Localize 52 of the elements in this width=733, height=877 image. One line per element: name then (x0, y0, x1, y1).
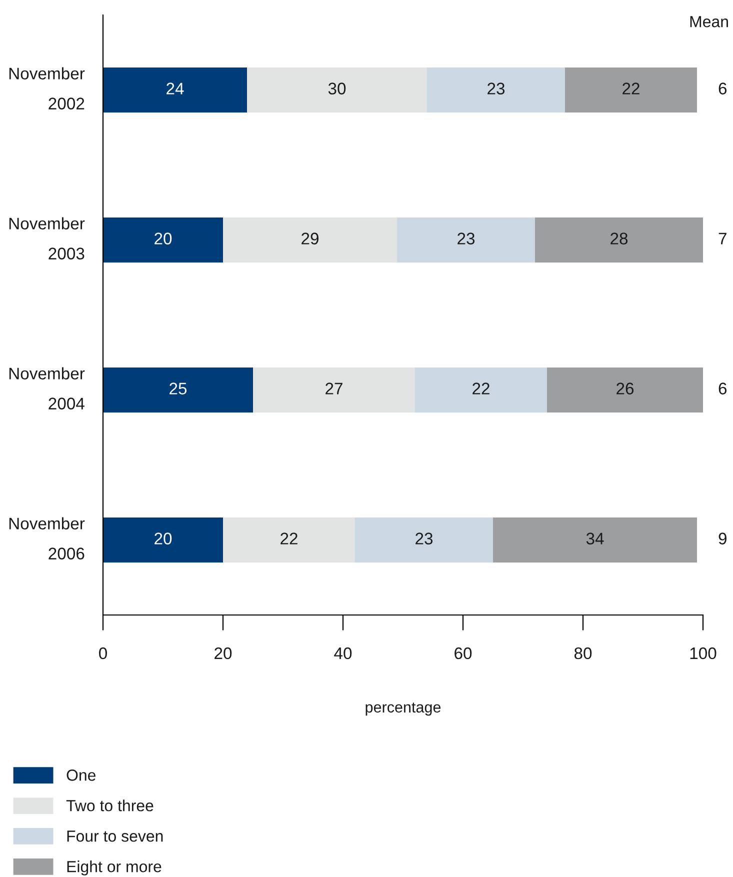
annotation: Mean (690, 16, 728, 28)
x-tick-label: 0 (99, 647, 107, 660)
bar (103, 518, 223, 562)
text: 7 (718, 232, 726, 244)
bar (415, 368, 547, 412)
legend-label: Eight or more (67, 860, 162, 876)
bar (565, 68, 697, 112)
text: 9 (718, 532, 726, 544)
bar (223, 218, 397, 262)
y-tick-label: November 2002 (9, 67, 85, 110)
bar (253, 368, 415, 412)
bar (427, 68, 565, 112)
bar (247, 68, 427, 112)
bar (493, 518, 697, 562)
legend-label: Four to seven (67, 830, 163, 842)
bar (355, 518, 493, 562)
data-label: 23 (416, 532, 433, 544)
data-label: 30 (328, 82, 346, 94)
data-label: 22 (472, 382, 490, 394)
data-label: 23 (458, 232, 475, 244)
text: 6 (718, 82, 727, 94)
bar (103, 68, 247, 112)
data-label: 29 (302, 232, 318, 244)
x-tick-label: 80 (574, 647, 592, 660)
data-label: 20 (154, 532, 172, 544)
x-tick-label: 40 (334, 647, 352, 660)
data-label: 27 (326, 382, 342, 394)
bar (103, 218, 223, 262)
legend-label: One (66, 770, 96, 781)
x-axis-title: percentage (366, 702, 441, 716)
x-tick-label: 60 (454, 647, 472, 660)
data-label: 26 (616, 382, 634, 394)
y-tick-label: November 2003 (9, 217, 85, 260)
x-tick-label: 100 (690, 647, 716, 660)
bar (223, 518, 355, 562)
data-label: 20 (154, 232, 172, 244)
data-label: 28 (610, 232, 628, 244)
data-label: 34 (586, 532, 604, 544)
data-label: 22 (622, 82, 640, 94)
bar (547, 368, 703, 412)
legend-label: Two to three (66, 800, 154, 812)
y-tick-label: November 2006 (9, 517, 85, 560)
bar (103, 368, 253, 412)
data-label: 25 (170, 382, 187, 394)
data-label: 24 (166, 82, 184, 94)
x-tick-label: 20 (214, 647, 232, 660)
y-tick-label: November 2004 (9, 367, 85, 410)
bar (535, 218, 703, 262)
text: 6 (718, 382, 727, 394)
data-label: 22 (280, 532, 298, 544)
bar (397, 218, 535, 262)
data-label: 23 (488, 82, 505, 94)
